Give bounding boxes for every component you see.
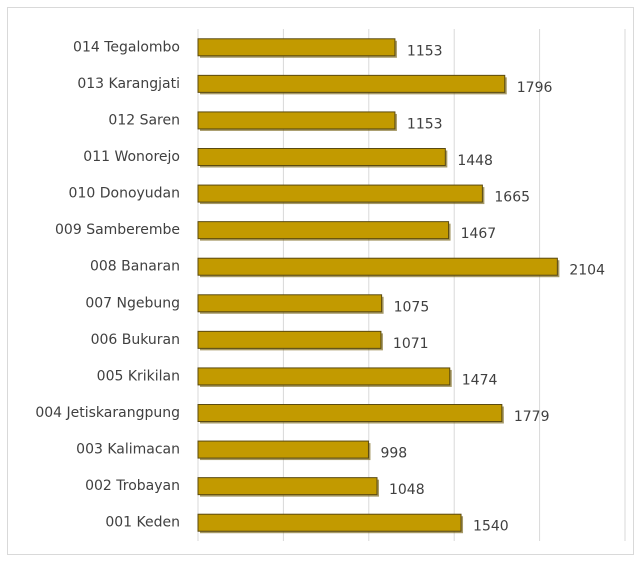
- y-tick-label: 004 Jetiskarangpung: [35, 405, 180, 421]
- y-tick-label: 007 Ngebung: [85, 295, 180, 311]
- value-label: 1448: [457, 153, 493, 169]
- y-tick-label: 001 Keden: [105, 515, 180, 531]
- value-label: 1153: [407, 43, 443, 59]
- value-label: 1796: [517, 80, 553, 96]
- bar: [197, 38, 396, 57]
- y-tick-label: 003 Kalimacan: [76, 442, 180, 458]
- y-tick-label: 009 Samberembe: [55, 222, 180, 238]
- y-tick-label: 002 Trobayan: [85, 478, 180, 494]
- bar: [197, 513, 462, 532]
- bar: [197, 111, 396, 130]
- bar: [197, 221, 450, 240]
- value-label: 1474: [462, 372, 498, 388]
- bar: [197, 184, 483, 203]
- y-tick-label: 008 Banaran: [90, 259, 180, 275]
- y-tick-label: 014 Tegalombo: [73, 39, 180, 55]
- y-tick-label: 005 Krikilan: [97, 368, 180, 384]
- value-label: 1153: [407, 116, 443, 132]
- bar: [197, 257, 558, 276]
- value-label: 1467: [461, 226, 497, 242]
- bar: [197, 148, 446, 166]
- value-label: 998: [380, 446, 407, 462]
- bar: [197, 404, 503, 422]
- y-tick-label: 006 Bukuran: [91, 332, 180, 348]
- value-label: 1048: [389, 482, 425, 498]
- bar: [197, 294, 383, 313]
- value-label: 1540: [473, 519, 509, 535]
- bar: [197, 477, 378, 496]
- bar: [197, 74, 506, 93]
- y-tick-label: 010 Donoyudan: [69, 186, 180, 202]
- value-label: 1665: [494, 190, 530, 206]
- value-label: 2104: [569, 263, 605, 279]
- y-tick-label: 012 Saren: [108, 112, 180, 128]
- bar: [197, 330, 382, 349]
- y-tick-label: 011 Wonorejo: [83, 149, 180, 165]
- value-label: 1779: [514, 409, 550, 425]
- value-label: 1075: [394, 299, 430, 315]
- y-tick-label: 013 Karangjati: [77, 76, 180, 92]
- bar: [197, 367, 451, 386]
- value-label: 1071: [393, 336, 429, 352]
- bar: [197, 440, 369, 459]
- chart-frame: [7, 7, 634, 555]
